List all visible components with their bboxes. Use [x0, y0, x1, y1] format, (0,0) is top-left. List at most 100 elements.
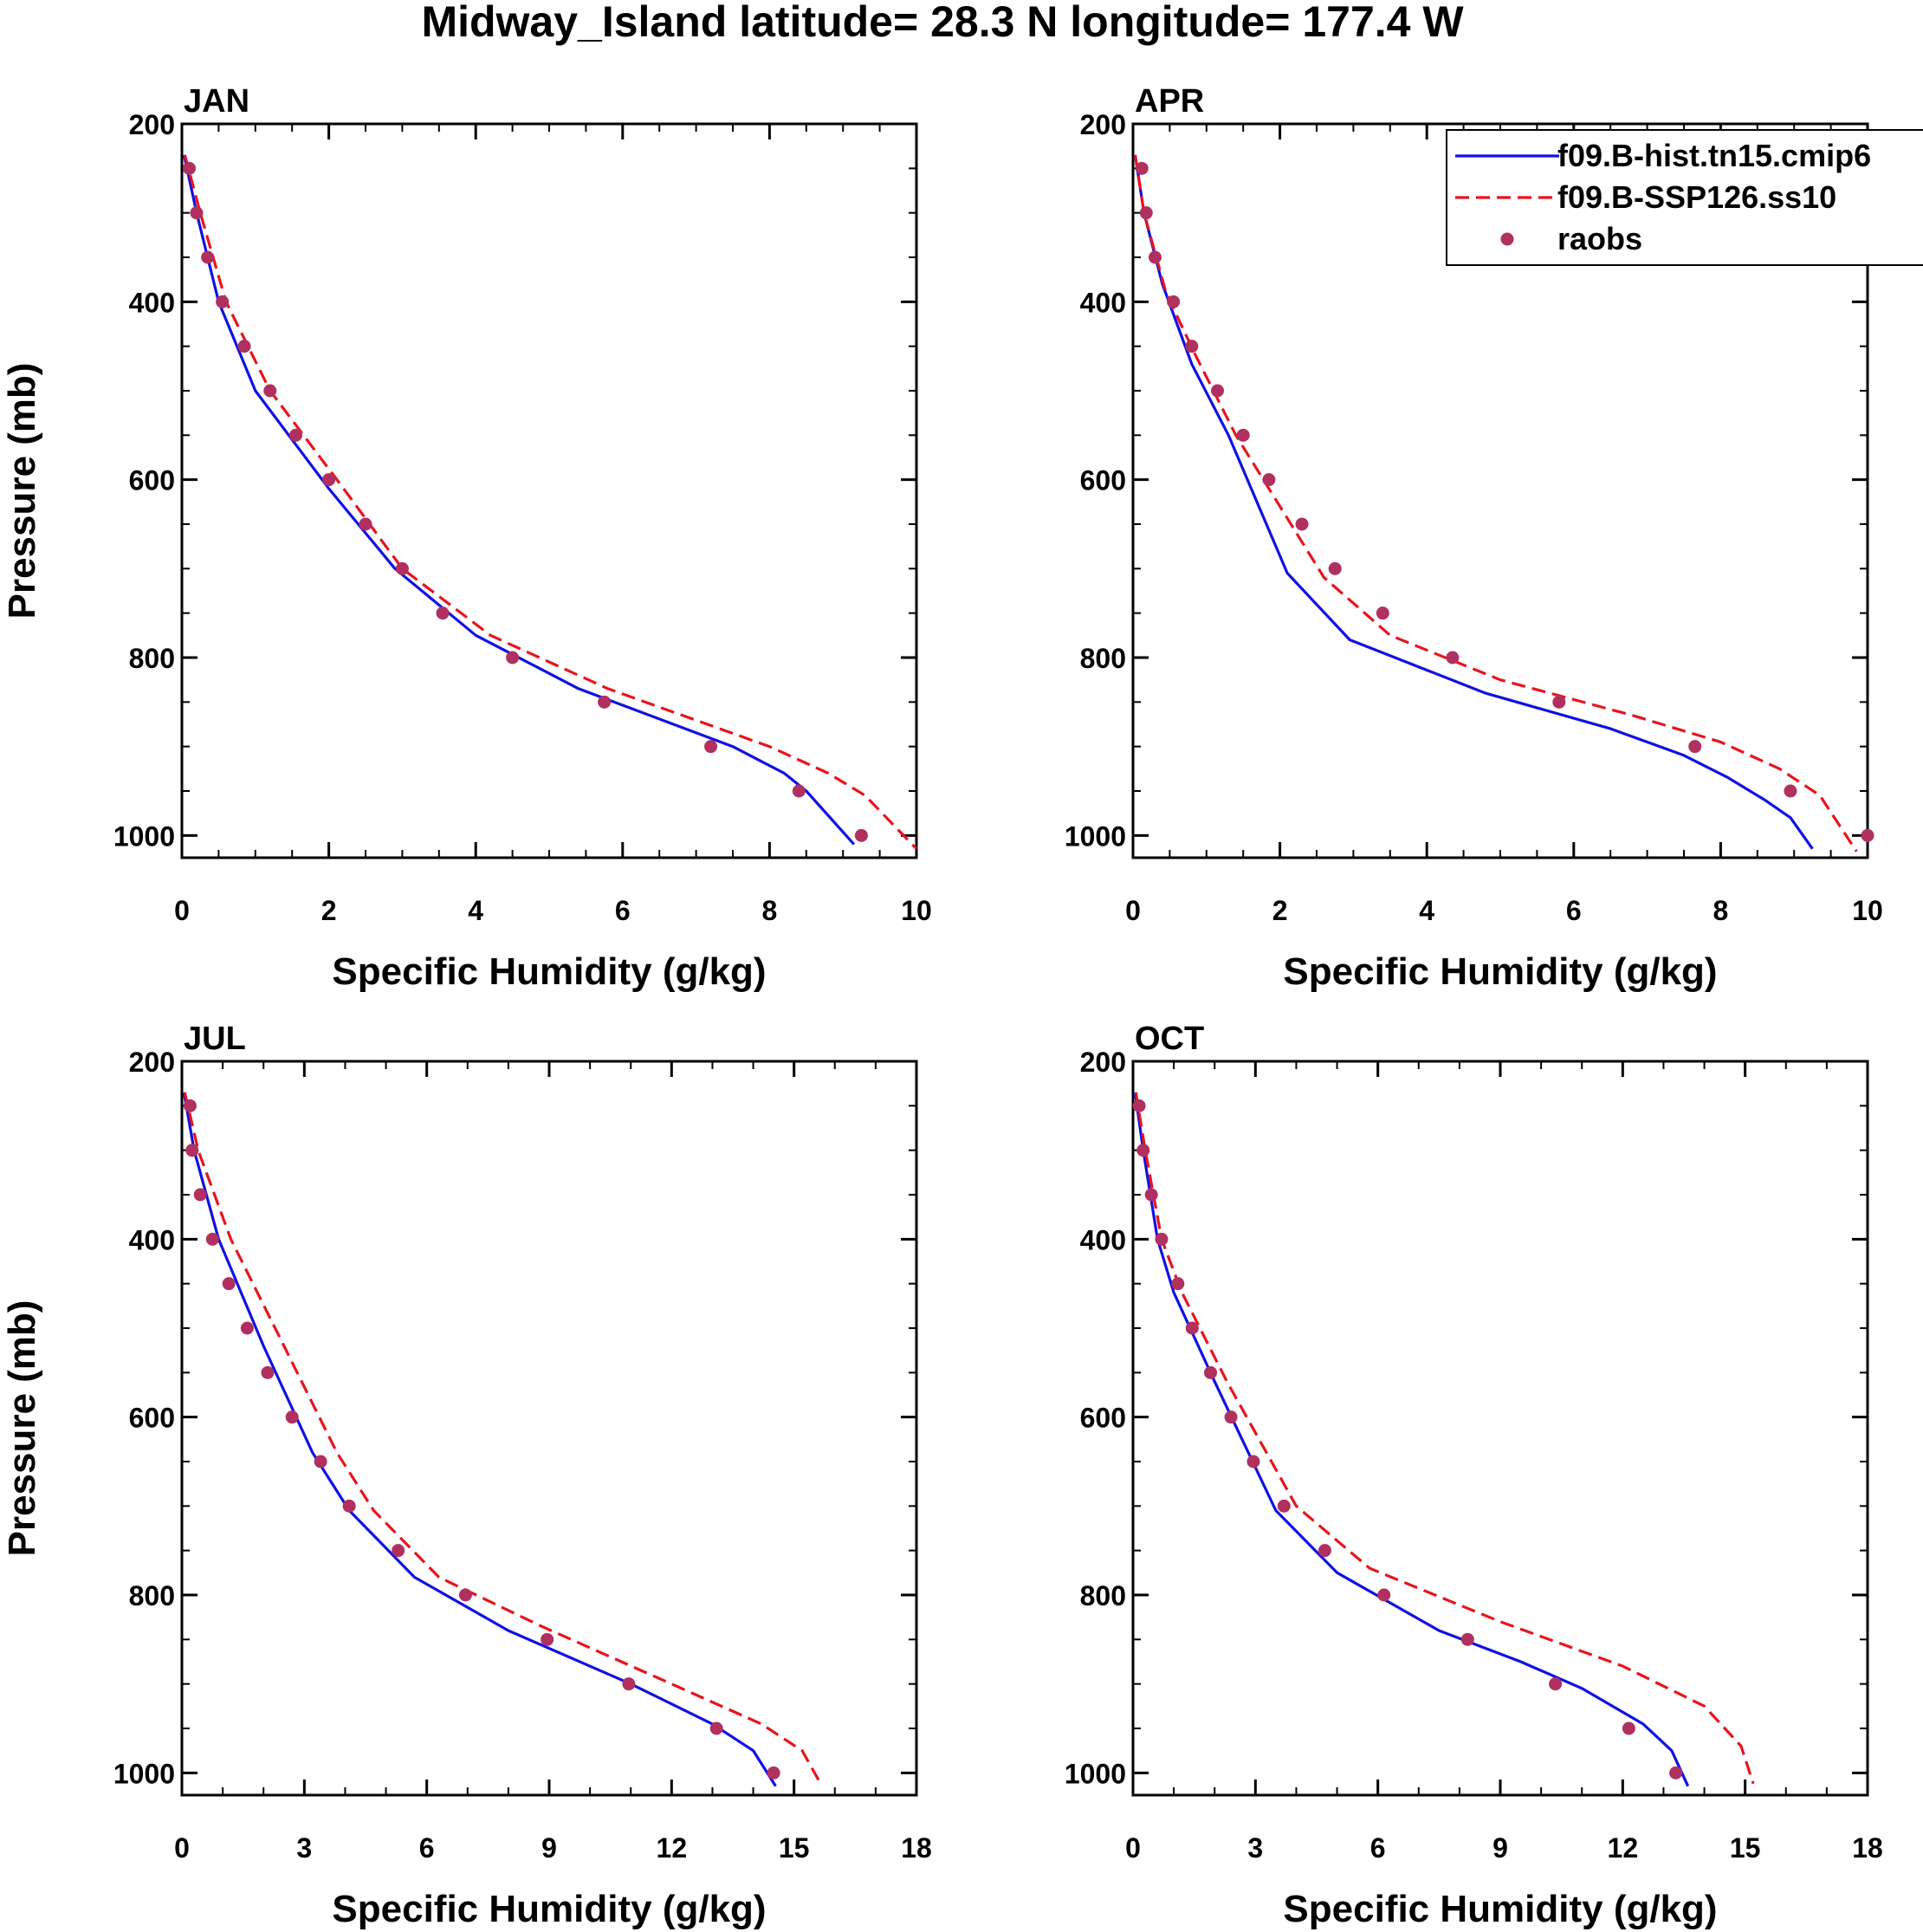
x-axis-label: Specific Humidity (g/kg) — [1283, 950, 1717, 993]
hist-series-line — [182, 1092, 777, 1787]
raobs-point — [216, 295, 230, 308]
raobs-point — [314, 1455, 327, 1468]
raobs-point — [709, 1721, 723, 1735]
raobs-point — [205, 1232, 219, 1246]
panel-oct: OCT 0 3 6 9 12 15 18 200 400 600 800 1000 Specific Hu… — [1065, 1021, 1883, 1930]
panel-jul: JUL 0 3 6 9 12 15 18 200 400 600 800 1000 Specific Hu… — [1, 1021, 932, 1930]
y-tick-label: 1000 — [1065, 820, 1126, 852]
y-tick-label: 800 — [129, 1580, 175, 1611]
y-tick-label: 400 — [129, 1224, 175, 1255]
raobs-point — [1377, 1588, 1391, 1602]
raobs-point — [201, 250, 215, 264]
y-tick-label: 1000 — [113, 1758, 175, 1789]
panel-title: JAN — [184, 83, 249, 120]
raobs-point — [1784, 784, 1797, 798]
raobs-point — [598, 695, 612, 709]
raobs-point — [1185, 340, 1199, 353]
y-axis-label: Pressure (mb) — [1, 363, 43, 619]
x-tick-label: 0 — [1125, 895, 1141, 926]
y-tick-label: 200 — [129, 1047, 175, 1078]
x-tick-label: 10 — [1852, 895, 1883, 926]
raobs-point — [240, 1321, 254, 1335]
raobs-point — [436, 606, 450, 620]
legend-hist-label: f09.B-hist.tn15.cmip6 — [1557, 138, 1871, 173]
legend: f09.B-hist.tn15.cmip6 f09.B-SSP126.ss10 ra… — [1446, 129, 1923, 266]
x-tick-label: 6 — [1566, 895, 1582, 926]
ssp126-series-line — [183, 1092, 822, 1785]
raobs-point — [185, 1144, 199, 1157]
raobs-point — [1236, 428, 1250, 442]
raobs-point — [395, 561, 409, 575]
x-tick-label: 9 — [541, 1832, 557, 1864]
x-tick-label: 6 — [419, 1832, 435, 1864]
x-tick-label: 2 — [1272, 895, 1288, 926]
raobs-point — [183, 1099, 197, 1112]
y-tick-label: 200 — [1080, 1047, 1126, 1078]
x-tick-label: 0 — [174, 1832, 190, 1864]
raobs-point — [1552, 695, 1566, 709]
raobs-point — [458, 1588, 472, 1602]
raobs-point — [622, 1677, 636, 1691]
y-tick-label: 800 — [1080, 643, 1126, 674]
x-tick-label: 2 — [321, 895, 337, 926]
raobs-point — [1688, 740, 1702, 754]
x-axis-label: Specific Humidity (g/kg) — [1283, 1888, 1717, 1930]
raobs-point — [1224, 1410, 1238, 1424]
panel-jan: JAN 0 2 4 6 8 10 200 400 600 800 1000 Specific Humid… — [1, 83, 932, 993]
y-tick-label: 600 — [1080, 465, 1126, 496]
y-tick-label: 400 — [1080, 1224, 1126, 1255]
x-tick-label: 0 — [1125, 1832, 1141, 1864]
raobs-point — [359, 517, 372, 531]
raobs-point — [1136, 1144, 1150, 1157]
y-tick-label: 600 — [1080, 1403, 1126, 1434]
raobs-point — [1167, 295, 1181, 308]
x-tick-label: 8 — [762, 895, 778, 926]
y-tick-label: 1000 — [1065, 1758, 1126, 1789]
raobs-point — [1262, 473, 1276, 487]
y-tick-label: 200 — [129, 109, 175, 140]
raobs-point — [1622, 1721, 1635, 1735]
raobs-point — [1277, 1499, 1291, 1513]
x-tick-label: 12 — [1608, 1832, 1639, 1864]
raobs-point — [1549, 1677, 1563, 1691]
x-tick-label: 0 — [174, 895, 190, 926]
y-tick-label: 400 — [129, 287, 175, 318]
raobs-point — [1861, 828, 1874, 842]
raobs-point — [285, 1410, 299, 1424]
raobs-point — [1144, 1188, 1158, 1202]
raobs-point — [1460, 1632, 1474, 1646]
x-tick-label: 6 — [1370, 1832, 1386, 1864]
x-tick-label: 9 — [1492, 1832, 1508, 1864]
x-tick-label: 15 — [779, 1832, 810, 1864]
raobs-point — [506, 651, 520, 665]
x-tick-label: 4 — [1419, 895, 1434, 926]
raobs-point — [1132, 1099, 1146, 1112]
raobs-point — [541, 1632, 554, 1646]
raobs-point — [237, 340, 251, 353]
raobs-point — [1669, 1766, 1683, 1780]
raobs-point — [1135, 161, 1149, 175]
raobs-point — [193, 1188, 207, 1202]
raobs-point — [182, 161, 196, 175]
y-tick-label: 800 — [1080, 1580, 1126, 1611]
y-tick-label: 600 — [129, 465, 175, 496]
raobs-point — [1155, 1232, 1169, 1246]
plot-frame — [180, 1060, 918, 1797]
x-tick-label: 15 — [1730, 1832, 1761, 1864]
raobs-point — [1204, 1365, 1218, 1379]
panel-title: APR — [1135, 83, 1204, 120]
raobs-point — [1446, 651, 1460, 665]
raobs-point — [1328, 561, 1342, 575]
raobs-point — [1376, 606, 1389, 620]
raobs-point — [1171, 1277, 1185, 1291]
panel-title: OCT — [1135, 1021, 1204, 1057]
raobs-point — [854, 828, 868, 842]
raobs-point — [222, 1277, 236, 1291]
y-tick-label: 800 — [129, 643, 175, 674]
raobs-point — [1318, 1544, 1331, 1558]
raobs-point — [1148, 250, 1162, 264]
ssp126-series-line — [1134, 1092, 1755, 1785]
panel-apr: APR 0 2 4 6 8 10 200 400 600 800 1000 Specific Humid… — [1065, 83, 1883, 993]
